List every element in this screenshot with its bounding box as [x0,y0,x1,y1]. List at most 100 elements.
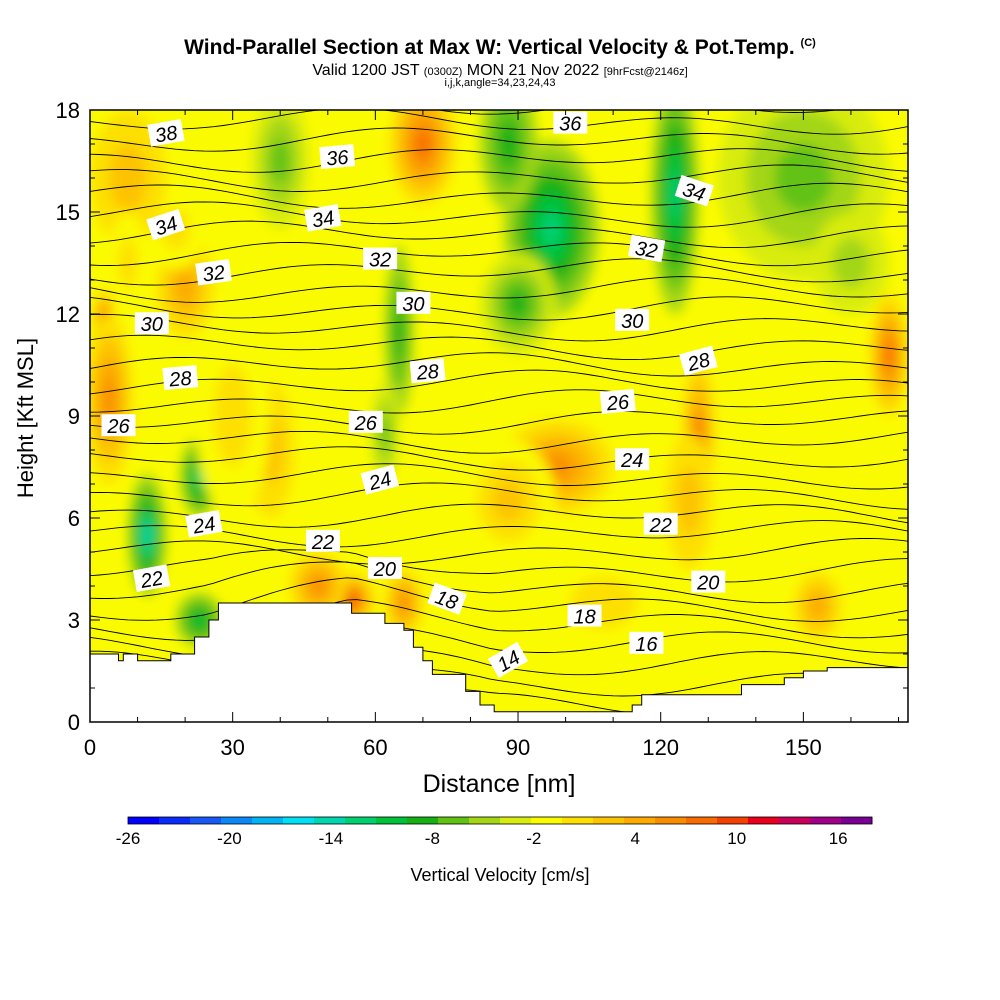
theta-contour-line [90,201,908,228]
theta-label-text: 36 [559,114,582,136]
colorbar-tick-label: 16 [829,829,848,848]
y-tick-label: 9 [68,404,80,429]
colorbar-swatch [624,817,656,824]
theta-label-text: 22 [138,567,165,593]
theta-label-text: 22 [311,532,334,554]
velocity-cell [677,467,702,535]
theta-label-text: 28 [167,368,192,392]
colorbar-swatch [438,817,470,824]
theta-label-box [487,641,529,678]
velocity-cell [213,365,252,467]
theta-label-text: 32 [369,250,391,272]
theta-contour-line [90,482,908,510]
theta-label-box [409,358,446,384]
theta-label-box [195,258,232,286]
theta-label: 36 [553,111,588,136]
theta-label-box [147,119,185,147]
theta-label-text: 26 [354,413,378,435]
colorbar-swatch [655,817,687,824]
theta-label-box [101,414,136,437]
theta-contour-line [90,220,908,249]
theta-label-text: 22 [649,515,672,537]
colorbar-swatch [686,817,718,824]
theta-label-text: 20 [696,573,719,595]
theta-contour-line [90,561,908,604]
x-axis-label: Distance [nm] [423,770,576,798]
velocity-cell [193,613,206,627]
colorbar: -26 -20 -14 -8 -2 4 10 16 [116,816,873,848]
theta-label: 24 [185,510,223,539]
colorbar-tick-label: -20 [217,829,242,848]
theta-label: 24 [615,448,650,472]
theta-label: 28 [679,345,718,376]
theta-label: 20 [367,557,402,581]
theta-contour-line [90,537,908,565]
colorbar-swatch [314,817,346,824]
theta-label: 18 [427,582,467,615]
theta-label-text: 16 [635,634,658,656]
theta-contour-line [90,389,908,414]
colorbar-swatch [810,817,842,824]
theta-label-text: 30 [621,311,643,333]
colorbar-swatch [345,817,377,824]
chart-title: Wind-Parallel Section at Max W: Vertical… [184,36,816,59]
velocity-cell [270,138,290,184]
theta-label-box [134,312,169,335]
theta-label-box [396,291,431,314]
theta-label-text: 24 [190,513,217,539]
velocity-cell [885,342,893,368]
theta-contour-line [90,110,908,135]
theta-label: 26 [599,388,636,415]
theta-label: 28 [162,365,199,392]
theta-label-text: 34 [310,207,336,233]
theta-label: 30 [396,291,431,316]
theta-contour-line [90,72,908,98]
velocity-cell [118,237,138,289]
velocity-cell [416,131,430,157]
velocity-cell [109,144,148,212]
velocity-cell [143,522,151,548]
colorbar-swatch [562,817,594,824]
theta-label-box [348,410,383,433]
velocity-cell [541,211,561,247]
theta-contour-line [90,164,908,192]
theta-contour-line [90,296,908,321]
theta-contour-line [90,276,908,303]
theta-contour-line [90,127,908,155]
velocity-cell [831,237,870,289]
velocity-cell [311,577,326,595]
theta-label-box [427,582,467,615]
x-tick-label: 90 [506,735,530,760]
theta-contour-line [90,410,908,435]
theta-label: 28 [409,358,446,385]
colorbar-label: Vertical Velocity [cm/s] [410,865,589,885]
theta-label-box [185,510,223,538]
theta-label-box [599,388,636,414]
theta-label-box [363,247,398,270]
colorbar-tick-label: -2 [526,829,541,848]
theta-label-box [367,557,402,579]
colorbar-swatch [159,817,191,824]
velocity-cell [670,171,680,219]
theta-label: 26 [348,410,383,435]
theta-label: 34 [304,204,342,233]
theta-label-text: 26 [605,391,631,415]
chart-subtitle: Valid 1200 JST (0300Z) MON 21 Nov 2022 [… [312,62,688,79]
theta-label-text: 30 [402,294,424,316]
theta-label: 32 [195,258,232,287]
colorbar-swatch [717,817,749,824]
y-tick-label: 15 [56,200,80,225]
theta-label-text: 18 [573,607,595,629]
theta-label-text: 24 [620,450,643,472]
colorbar-swatch [190,817,222,824]
colorbar-frame [127,816,873,825]
theta-label: 18 [567,604,602,629]
theta-label: 22 [306,529,340,554]
colorbar-swatch [748,817,780,824]
theta-label-box [553,111,588,134]
colorbar-tick-label: 4 [631,829,640,848]
theta-label: 32 [363,247,398,272]
colorbar-tick-label: -8 [425,829,440,848]
